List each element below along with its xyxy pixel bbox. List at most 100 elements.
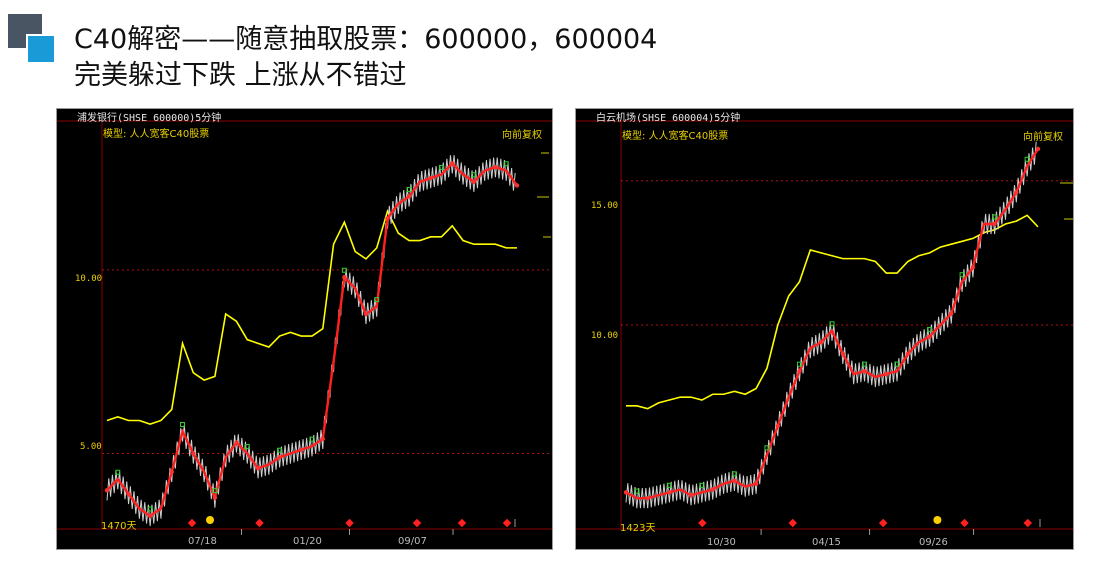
signal-diamond: [255, 518, 264, 528]
trend-point: [255, 466, 261, 471]
trend-point: [753, 481, 759, 486]
signal-marker: [731, 471, 737, 477]
trend-point: [406, 194, 412, 199]
y-tick-label: 15.00: [591, 201, 619, 211]
trend-point: [775, 423, 780, 429]
trend-point: [645, 495, 650, 501]
adjust-label: 向前复权: [1023, 132, 1063, 143]
chart-canvas-spdb: [57, 120, 552, 535]
trend-point: [667, 490, 672, 495]
trend-point: [1035, 146, 1041, 152]
trend-point: [104, 488, 110, 493]
y-tick-label: 10.00: [591, 331, 619, 341]
signal-diamond: [345, 518, 354, 528]
title-line-2: 完美躲过下跌 上涨从不错过: [74, 60, 407, 91]
trend-point: [299, 447, 304, 453]
trend-point: [970, 265, 976, 270]
adjust-label: 向前复权: [502, 130, 542, 141]
signal-marker: [244, 444, 250, 450]
signal-diamond: [960, 518, 969, 528]
trend-point: [363, 311, 369, 317]
trend-point: [992, 221, 997, 227]
signal-diamond: [698, 518, 707, 528]
x-tick-label: 01/20: [293, 536, 322, 547]
series-red-trend: [625, 148, 1040, 500]
trend-point: [147, 513, 153, 519]
signal-marker: [1024, 156, 1030, 162]
days-label: 1423天: [620, 523, 656, 534]
trend-point: [818, 340, 824, 345]
title-line-1: C40解密——随意抽取股票：600000，600004: [74, 24, 658, 55]
trend-point: [212, 495, 218, 500]
trend-point: [385, 216, 390, 221]
chart-header: 浦发银行(SHSE 600000)5分钟: [77, 113, 222, 124]
series-yellow-line: [106, 208, 517, 426]
trend-point: [927, 334, 932, 339]
y-tick-label: 10.00: [75, 274, 103, 284]
trend-point: [450, 161, 455, 166]
slide-title: C40解密——随意抽取股票：600000，600004 完美躲过下跌 上涨从不错…: [74, 22, 657, 94]
signal-diamond: [1023, 518, 1033, 528]
signal-marker: [406, 186, 412, 192]
signal-diamond: [412, 518, 422, 528]
x-tick-label: 10/30: [707, 537, 736, 548]
trend-point: [1014, 190, 1019, 195]
chart-panel-baiyun: 白云机场(SHSE 600004)5分钟 模型: 人人宽客C40股票 向前复权 …: [575, 108, 1074, 550]
model-label: 模型: 人人宽客C40股票: [103, 129, 210, 140]
signal-marker: [309, 436, 315, 442]
trend-point: [320, 436, 325, 442]
signal-marker: [927, 327, 933, 333]
signal-marker: [894, 361, 900, 367]
trend-point: [234, 440, 239, 445]
signal-marker: [341, 267, 347, 273]
trend-point: [732, 478, 737, 484]
chart-panel-spdb: 浦发银行(SHSE 600000)5分钟 模型: 人人宽客C40股票 向前复权 …: [56, 108, 553, 550]
signal-marker: [764, 445, 770, 451]
signal-marker: [115, 469, 121, 475]
signal-marker: [699, 482, 705, 488]
signal-marker: [634, 488, 640, 494]
trend-point: [277, 455, 282, 460]
trend-point: [862, 368, 867, 374]
series-red-trend: [106, 161, 518, 518]
trend-point: [342, 275, 347, 280]
trend-point: [428, 175, 433, 181]
trend-point: [949, 311, 954, 316]
trend-point: [710, 487, 715, 492]
trend-point: [191, 451, 196, 456]
model-label: 模型: 人人宽客C40股票: [622, 131, 729, 142]
signal-marker: [829, 321, 835, 327]
trend-point: [493, 164, 498, 170]
chart-canvas-baiyun: [576, 120, 1073, 535]
logo-square-blue: [26, 34, 56, 64]
chart-header: 白云机场(SHSE 600004)5分钟: [596, 113, 741, 124]
signal-marker: [992, 214, 998, 220]
series-yellow-line: [626, 214, 1039, 410]
trend-point: [840, 351, 846, 357]
signal-marker: [796, 361, 802, 367]
trend-point: [905, 351, 911, 357]
trend-point: [797, 368, 802, 374]
trend-point: [623, 490, 629, 495]
y-tick-label: 5.00: [80, 442, 102, 452]
x-tick-label: 09/26: [919, 537, 948, 548]
trend-point: [884, 371, 889, 377]
signal-marker: [147, 506, 153, 512]
trend-point: [126, 491, 131, 497]
x-tick-label: 09/07: [398, 536, 427, 547]
signal-marker: [374, 297, 380, 303]
trend-point: [688, 493, 694, 498]
trend-point: [471, 179, 477, 184]
signal-diamond: [457, 518, 467, 528]
signal-diamond: [187, 518, 197, 528]
signal-diamond: [788, 518, 798, 528]
signal-dot: [206, 516, 214, 524]
signal-marker: [212, 488, 218, 494]
series-price-line: [106, 155, 516, 527]
days-label: 1470天: [101, 521, 137, 532]
signal-marker: [471, 172, 477, 178]
signal-marker: [959, 272, 965, 278]
x-tick-label: 04/15: [812, 537, 841, 548]
signal-marker: [666, 482, 672, 488]
signal-marker: [438, 164, 444, 170]
